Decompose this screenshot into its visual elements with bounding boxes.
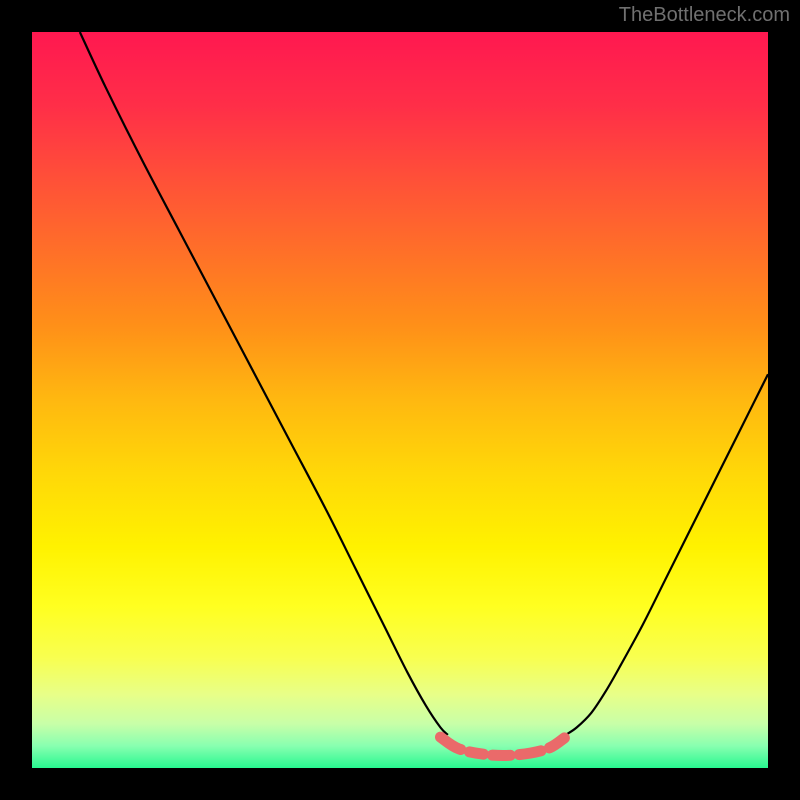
chart-container: TheBottleneck.com bbox=[0, 0, 800, 800]
attribution-text: TheBottleneck.com bbox=[619, 4, 790, 27]
bottleneck-curve-right bbox=[566, 374, 768, 735]
bottleneck-threshold-segment bbox=[440, 737, 565, 755]
curves-layer bbox=[32, 32, 768, 768]
plot-area bbox=[32, 32, 768, 768]
bottleneck-curve-left bbox=[80, 32, 448, 735]
